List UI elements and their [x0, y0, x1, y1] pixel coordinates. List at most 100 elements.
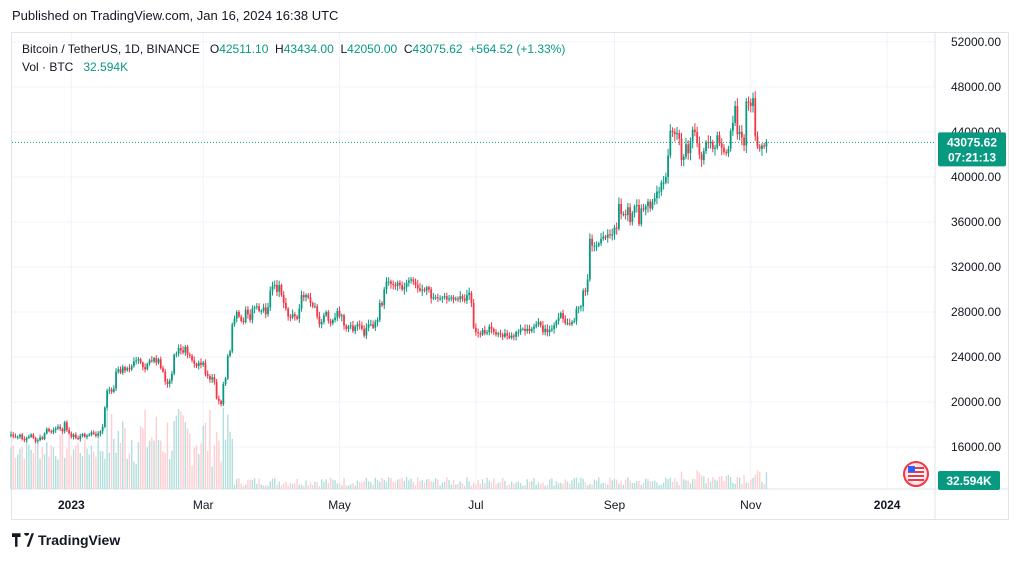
candle-body	[459, 296, 462, 300]
candle-body	[698, 143, 701, 155]
candle-body	[139, 359, 142, 363]
candle-body	[595, 245, 598, 247]
candle-body	[385, 281, 388, 290]
volume-bar	[72, 449, 75, 489]
volume-bar	[50, 445, 52, 489]
candle-body	[68, 430, 71, 434]
candle-body	[251, 308, 254, 320]
candle-body	[311, 302, 314, 307]
candle-body	[443, 296, 446, 298]
volume-bar	[470, 485, 473, 489]
candle-body	[329, 320, 332, 324]
candle-body	[709, 142, 712, 144]
candle-body	[119, 369, 122, 373]
candle-body	[74, 434, 77, 438]
candle-body	[680, 138, 683, 161]
volume-bar	[300, 484, 303, 489]
volume-bar	[752, 477, 754, 489]
symbol-name[interactable]: Bitcoin / TetherUS, 1D, BINANCE	[22, 42, 200, 56]
volume-bar	[656, 482, 658, 489]
candle-body	[439, 298, 442, 300]
candle-body	[490, 326, 493, 329]
volume-bar	[571, 480, 573, 489]
volume-bar	[544, 485, 546, 489]
candle-body	[43, 433, 46, 440]
candle-body	[175, 353, 178, 355]
grid-lines	[12, 33, 1008, 519]
candle-body	[743, 137, 745, 146]
volume-bar	[113, 438, 115, 489]
candle-body	[63, 422, 66, 432]
candle-body	[573, 320, 576, 323]
candle-body	[620, 203, 623, 215]
volume-bar	[417, 477, 419, 489]
volume-label: Vol · BTC	[22, 60, 74, 74]
volume-bar	[122, 421, 124, 489]
volume-bar	[372, 484, 374, 489]
candle-body	[314, 306, 316, 308]
volume-bar	[765, 472, 768, 489]
candle-body	[72, 434, 75, 437]
volume-bar	[385, 481, 388, 489]
candle-body	[761, 145, 763, 149]
high-value: 43434.00	[283, 42, 334, 56]
candle-body	[144, 367, 146, 370]
candle-body	[765, 142, 768, 147]
volume-bar	[412, 482, 414, 489]
candle-body	[222, 383, 225, 405]
candle-body	[474, 327, 477, 333]
candle-body	[430, 289, 433, 299]
candle-body	[34, 437, 37, 442]
volume-bar	[560, 482, 562, 489]
volume-bar	[604, 483, 607, 489]
volume-bar	[745, 482, 748, 489]
volume-bar	[135, 464, 137, 489]
volume-bar	[79, 453, 81, 489]
volume-bar	[307, 485, 309, 489]
volume-bar	[573, 478, 575, 489]
candle-body	[566, 323, 569, 325]
volume-bar	[379, 481, 381, 489]
volume-bar	[12, 445, 14, 489]
candle-body	[508, 335, 511, 338]
candle-body	[25, 437, 28, 441]
candle-body	[92, 432, 95, 435]
volume-bar	[99, 451, 102, 489]
volume-bar	[553, 485, 555, 489]
candle-body	[479, 333, 482, 335]
volume-bar	[660, 484, 663, 489]
candle-body	[282, 295, 285, 303]
candle-body	[302, 295, 305, 298]
candle-body	[720, 143, 723, 148]
candle-body	[318, 316, 321, 325]
candle-body	[571, 322, 573, 325]
volume-bar	[537, 482, 540, 489]
volume-bar	[162, 451, 164, 489]
candle-body	[392, 283, 395, 285]
us-flag-event-icon[interactable]	[903, 461, 929, 487]
volume-bar	[352, 483, 354, 489]
candle-body	[293, 314, 296, 317]
candle-body	[506, 333, 509, 336]
volume-bar	[662, 482, 665, 489]
volume-bar	[251, 480, 254, 489]
volume-bar	[329, 477, 332, 489]
volume-bar	[761, 481, 763, 489]
candle-body	[412, 279, 415, 282]
volume-bar	[522, 485, 524, 489]
volume-bar	[193, 447, 195, 489]
volume-bar	[303, 485, 305, 489]
volume-bar	[645, 478, 647, 489]
volume-bar	[443, 481, 446, 489]
volume-bar	[618, 483, 620, 489]
volume-bar	[23, 458, 26, 489]
volume-bar	[513, 483, 515, 489]
volume-bar	[215, 431, 218, 489]
volume-bar	[157, 439, 160, 489]
candle-body	[600, 238, 602, 244]
volume-bar	[421, 480, 423, 489]
volume-bar	[405, 477, 408, 489]
volume-bar	[721, 476, 723, 489]
